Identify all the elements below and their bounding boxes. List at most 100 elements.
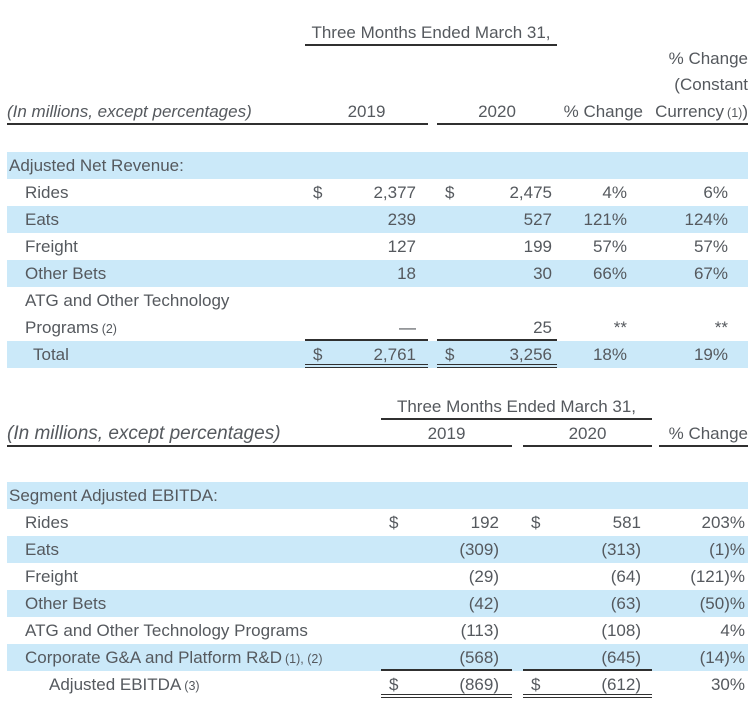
value-2020: $581 <box>523 509 652 536</box>
currency-symbol: $ <box>531 675 541 694</box>
pctcc-header-line1: % Change <box>668 49 748 68</box>
currency-symbol: $ <box>445 345 455 364</box>
currency-symbol: $ <box>313 183 323 202</box>
pct-change: 203% <box>701 513 745 532</box>
value-2020: 30 <box>533 264 552 283</box>
adjusted-net-revenue-table: Three Months Ended March 31, % Change (C… <box>7 22 748 368</box>
row-label: ATG and Other Technology Programs <box>25 621 308 640</box>
pct-change: 4% <box>720 621 745 640</box>
row-corporate-ga-platform-rd: Corporate G&A and Platform R&D (1), (2) (… <box>7 644 748 671</box>
value-2020: (108) <box>601 621 641 640</box>
pct-change: 30% <box>710 675 745 694</box>
currency-symbol: $ <box>389 513 399 532</box>
value-2020: (645) <box>523 644 652 671</box>
row-adjusted-ebitda: Adjusted EBITDA (3) $ (869) $ (612) 30% <box>7 671 748 698</box>
pct-change: 66% <box>592 264 627 283</box>
pct-change: 121% <box>583 210 627 229</box>
row-total: Total $2,761 $3,256 18% 19% <box>7 341 748 368</box>
row-eats: Eats (309) (313) (1)% <box>7 536 748 563</box>
row-atg-programs: Programs (2) — 25 ** ** <box>7 314 748 341</box>
header-spacer <box>7 396 381 420</box>
section-row-adjusted-net-revenue: Adjusted Net Revenue: <box>7 152 748 179</box>
value-2019: 239 <box>387 210 416 229</box>
value-2019: 18 <box>397 264 416 283</box>
value-2019: (42) <box>468 594 499 613</box>
table-gap <box>7 368 748 396</box>
row-label: Eats <box>25 540 60 559</box>
value-2019: (29) <box>468 567 499 586</box>
period-header: Three Months Ended March 31, <box>305 22 557 46</box>
footnote-marker: (1), (2) <box>285 652 323 666</box>
row-atg-programs: ATG and Other Technology Programs (113) … <box>7 617 748 644</box>
pct-change-constant-currency: 57% <box>693 237 728 256</box>
section-row-segment-adjusted-ebitda: Segment Adjusted EBITDA: <box>7 482 748 509</box>
period-header-row: Three Months Ended March 31, <box>7 396 748 420</box>
pct-change-constant-currency: 6% <box>703 183 728 202</box>
col-pctcc-line3: Currency (1)) <box>645 98 748 125</box>
col-2019: 2019 <box>381 420 512 447</box>
row-label: Rides <box>25 183 69 202</box>
pct-change: (50)% <box>699 594 745 613</box>
footnote-marker: (1) <box>727 106 743 120</box>
value-2019: — <box>305 314 428 341</box>
row-freight: Freight (29) (64) (121)% <box>7 563 748 590</box>
pct-change-constant-currency: 19% <box>693 345 728 364</box>
footnote-marker: (2) <box>101 322 117 336</box>
row-label: Rides <box>25 513 69 532</box>
value-2020: (64) <box>610 567 641 586</box>
value-2020: (313) <box>601 540 641 559</box>
row-atg-wrap-line: ATG and Other Technology <box>7 287 748 314</box>
value-2020: 25 <box>437 314 557 341</box>
value-2019: $ (869) <box>381 671 512 698</box>
row-label: Other Bets <box>25 594 107 613</box>
row-label: Total <box>33 345 69 364</box>
pct-change: 57% <box>592 237 627 256</box>
value-2020: (63) <box>610 594 641 613</box>
pct-change-constant-currency: 67% <box>693 264 728 283</box>
pct-change: 18% <box>592 345 627 364</box>
column-gap <box>512 420 523 447</box>
col-2019: 2019 <box>305 98 428 125</box>
header-spacer <box>7 22 305 46</box>
value-2019: (568) <box>381 644 512 671</box>
row-label: Freight <box>25 567 78 586</box>
unit-note: (In millions, except percentages) <box>7 98 305 125</box>
currency-symbol: $ <box>389 675 399 694</box>
value-2020: 527 <box>523 210 552 229</box>
section-label: Segment Adjusted EBITDA: <box>9 486 218 505</box>
row-freight: Freight 127 199 57% 57% <box>7 233 748 260</box>
value-2020: 199 <box>523 237 552 256</box>
row-rides: Rides $192 $581 203% <box>7 509 748 536</box>
currency-symbol: $ <box>445 183 455 202</box>
value-2019: 127 <box>387 237 416 256</box>
pct-change-constant-currency: ** <box>714 318 728 337</box>
period-header: Three Months Ended March 31, <box>381 396 652 420</box>
value-2020: $2,475 <box>437 179 557 206</box>
footnote-marker: (3) <box>184 679 200 693</box>
row-label: Programs (2) <box>25 318 117 337</box>
pct-change: ** <box>613 318 627 337</box>
row-other-bets: Other Bets (42) (63) (50)% <box>7 590 748 617</box>
row-eats: Eats 239 527 121% 124% <box>7 206 748 233</box>
col-pct-change: % Change <box>557 98 645 125</box>
column-header-row: (In millions, except percentages) 2019 2… <box>7 98 748 125</box>
section-label: Adjusted Net Revenue: <box>9 156 184 175</box>
row-label: ATG and Other Technology <box>25 291 230 310</box>
row-label: Adjusted EBITDA (3) <box>49 675 200 694</box>
row-label: Eats <box>25 210 60 229</box>
value-2020: $3,256 <box>437 341 557 368</box>
pct-change: (121)% <box>690 567 745 586</box>
currency-symbol: $ <box>313 345 323 364</box>
pctcc-currency-label: Currency <box>655 102 725 121</box>
currency-symbol: $ <box>531 513 541 532</box>
col-2020: 2020 <box>437 98 557 125</box>
pctcc-header-line1-row: % Change <box>7 46 748 72</box>
segment-adjusted-ebitda-table: Three Months Ended March 31, (In million… <box>7 368 748 698</box>
pct-change: 4% <box>602 183 627 202</box>
row-label: Corporate G&A and Platform R&D (1), (2) <box>25 648 323 667</box>
column-gap <box>652 420 659 447</box>
pctcc-header-line2: (Constant <box>674 75 748 94</box>
col-2020: 2020 <box>523 420 652 447</box>
pctcc-close-paren: ) <box>742 102 748 121</box>
